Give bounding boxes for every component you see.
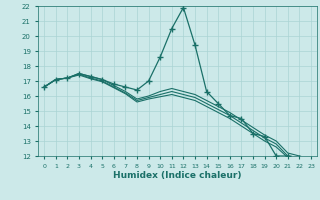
X-axis label: Humidex (Indice chaleur): Humidex (Indice chaleur) xyxy=(113,171,242,180)
